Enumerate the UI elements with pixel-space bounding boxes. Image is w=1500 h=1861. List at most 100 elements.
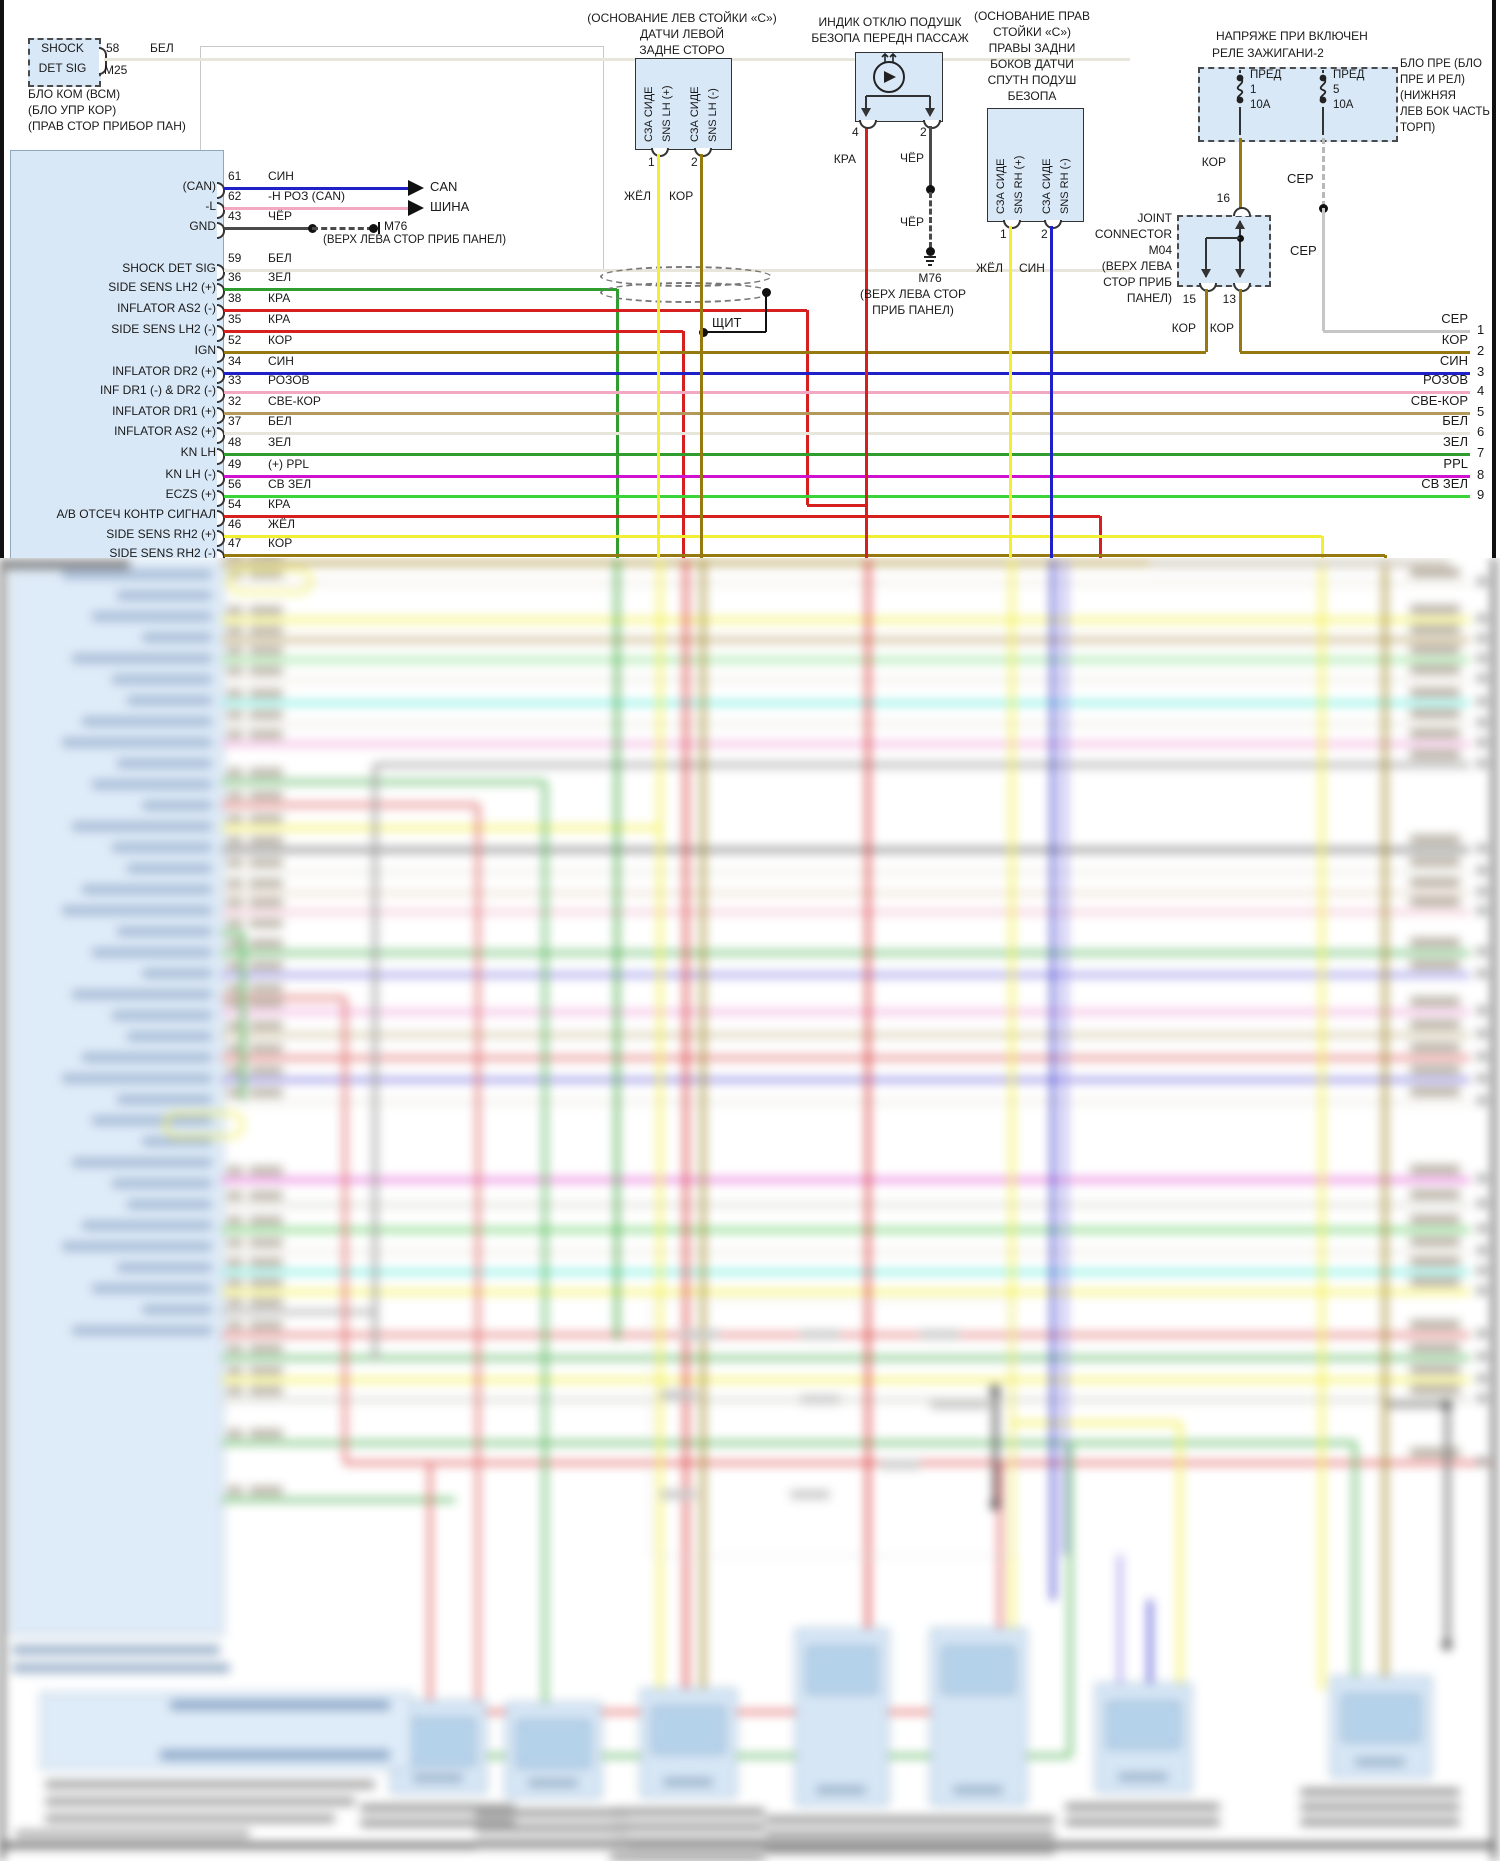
left-c-pillar-sensor-column-label: SNS LH (-) <box>707 88 719 142</box>
ground-note: (ВЕРХ ЛЕВА СТОР <box>859 287 967 301</box>
wire-horizontal <box>222 1056 1470 1060</box>
fuse-block-note: БЛО ПРЕ (БЛО <box>1400 58 1482 70</box>
blurred-pin-name-bar <box>142 969 212 978</box>
blurred-right-label-bar <box>1410 1365 1460 1374</box>
blurred-pin-num-bar <box>227 1191 243 1200</box>
fuse-block-title: НАПРЯЖЕ ПРИ ВКЛЮЧЕН <box>1216 29 1368 43</box>
blurred-right-number-bar <box>1477 718 1487 727</box>
blurred-right-label-bar <box>1410 960 1460 969</box>
block-pin-name: INFLATOR AS2 (+) <box>114 424 216 438</box>
junction-dot <box>368 223 378 233</box>
blurred-small-label-bar <box>790 1490 830 1499</box>
blurred-right-label-bar <box>1410 568 1460 577</box>
fuse-label: ПРЕД <box>1333 69 1365 81</box>
blurred-wire-label-bar <box>249 1321 283 1330</box>
pin-arc <box>217 201 225 219</box>
wire-horizontal <box>222 1250 1470 1254</box>
pin-number: 47 <box>228 536 242 550</box>
block-pin-name: KN LH (-) <box>165 467 216 481</box>
pin-number: 2 <box>691 155 698 169</box>
pin-number: 2 <box>920 125 927 139</box>
fuse-label: 10А <box>1333 99 1354 111</box>
wire-horizontal <box>104 57 1130 61</box>
blurred-right-number-bar <box>1477 674 1487 683</box>
fuse-label: ПРЕД <box>1250 69 1282 81</box>
blurred-wire-label-bar <box>249 1278 283 1287</box>
joint-connector-label: JOINT <box>1137 211 1172 225</box>
wire-vertical <box>1238 289 1242 352</box>
blurred-caption-bar <box>45 1814 335 1823</box>
blurred-right-label-bar <box>1410 1320 1460 1329</box>
blurred-wire-label-bar <box>249 1191 283 1200</box>
wire-vertical <box>241 933 245 1100</box>
fuse-block-note: ПРЕ И РЕЛ) <box>1400 74 1465 86</box>
wire-horizontal <box>480 1710 1000 1714</box>
blurred-pin-num-bar <box>227 1021 243 1030</box>
blurred-right-number-bar <box>1477 1246 1487 1255</box>
blurred-wire-label-bar <box>249 1386 283 1395</box>
blurred-right-label-bar <box>1410 1257 1460 1266</box>
wire-color-label: -Н РОЗ (CAN) <box>268 189 345 203</box>
right-row-number: 3 <box>1477 364 1485 379</box>
wire-vertical <box>701 558 705 1700</box>
blurred-right-number-bar <box>1477 947 1487 956</box>
wire-horizontal <box>222 1270 1470 1274</box>
pin-number: 56 <box>228 477 242 491</box>
wire-color-label: БЕЛ <box>268 251 292 265</box>
blurred-wire-label-bar <box>249 646 283 655</box>
pin-arc <box>217 426 225 444</box>
blurred-caption-bar <box>610 1853 765 1861</box>
right-c-pillar-sensor-column-label: SNS RH (-) <box>1059 158 1071 214</box>
page-frame-right <box>1492 0 1496 558</box>
blurred-wire-label-bar <box>249 626 283 635</box>
wire-horizontal <box>224 514 1100 518</box>
blurred-right-number-bar <box>1477 1329 1487 1338</box>
blurred-pin-name-bar <box>62 1242 212 1251</box>
right-row-color-label: КОР <box>1441 332 1468 347</box>
wire-color-label: СВ ЗЕЛ <box>268 477 312 491</box>
arrow-right-icon <box>408 180 424 196</box>
pin-number: 49 <box>228 457 242 471</box>
blurred-wire-label-bar <box>249 879 283 888</box>
wire-color-label: СИН <box>268 354 294 368</box>
blurred-wire-label-bar <box>249 1066 283 1075</box>
right-row-number: 8 <box>1477 467 1485 482</box>
right-row-number: 6 <box>1477 424 1485 439</box>
wire-color-label: КРА <box>268 497 291 511</box>
fuse-block-note: (НИЖНЯЯ <box>1400 90 1456 102</box>
blurred-pin-num-bar <box>227 1166 243 1175</box>
right-c-pillar-sensor-column-label: СЗА СИДЕ <box>995 158 1007 215</box>
shield-label: ЩИТ <box>712 315 742 330</box>
left-c-pillar-sensor-title: (ОСНОВАНИЕ ЛЕВ СТОЙКИ «С») <box>587 11 777 25</box>
wire-vertical <box>1383 558 1387 1690</box>
blurred-wire-label-bar <box>249 1366 283 1375</box>
pin-arc <box>217 385 225 403</box>
blurred-caption-bar <box>1300 1788 1460 1796</box>
wire-vertical <box>615 289 619 558</box>
blurred-right-label-bar <box>1410 1385 1460 1394</box>
blurred-caption-bar <box>475 1809 630 1817</box>
blurred-pin-name-bar <box>112 1179 212 1188</box>
wire-color-label: СЕР <box>1290 243 1317 258</box>
wire-horizontal <box>222 638 1470 642</box>
fuse-label: 5 <box>1333 84 1340 96</box>
blurred-pin-num-bar <box>227 939 243 948</box>
connector-inner <box>942 1646 1015 1694</box>
bus-arrow-label: ШИНА <box>430 199 470 214</box>
blurred-caption-bar <box>1065 1818 1220 1826</box>
ground-icon <box>926 260 934 262</box>
ground-point-label: М76 <box>918 271 942 285</box>
blurred-wire-label-bar <box>249 1238 283 1247</box>
pin-arc <box>217 345 225 363</box>
blurred-pin-name-bar <box>127 696 212 705</box>
pin-arc <box>217 529 225 547</box>
blurred-connector-id-bar <box>662 1778 713 1786</box>
right-row-color-label: ЗЕЛ <box>1442 434 1468 449</box>
right-row-color-label: СЕР <box>1441 311 1468 326</box>
wire-horizontal <box>224 308 807 312</box>
pin-arc <box>217 489 225 507</box>
wire-vertical <box>1148 1600 1152 1695</box>
junction-dot <box>990 1500 1000 1510</box>
wire-horizontal <box>375 763 1470 767</box>
wire-horizontal <box>222 1228 1470 1232</box>
